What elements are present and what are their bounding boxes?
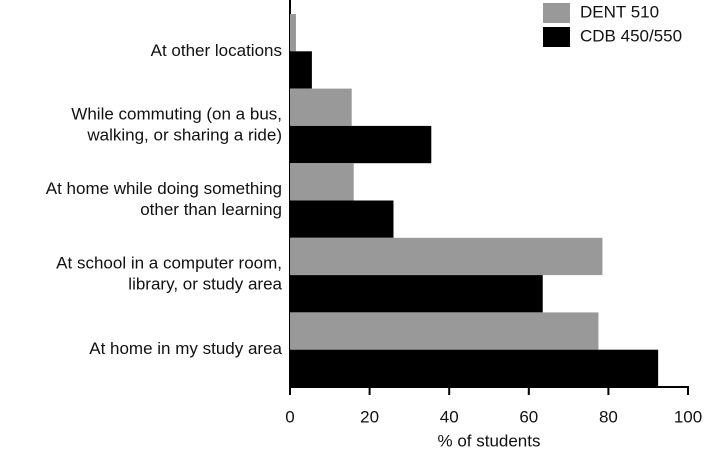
bar [290, 275, 543, 313]
bar [290, 125, 432, 164]
bar [290, 312, 599, 350]
x-tick-label: 100 [674, 407, 702, 426]
x-tick-label: 20 [360, 407, 379, 426]
bar [290, 51, 312, 89]
x-tick-label: 40 [440, 407, 459, 426]
y-tick-label: While commuting (on a bus, walking, or sh… [71, 105, 282, 145]
bar [290, 163, 354, 201]
y-tick-label: At school in a computer room, library, or… [56, 254, 282, 294]
bar [290, 88, 352, 126]
bar [290, 14, 296, 52]
bar [290, 237, 603, 276]
x-tick-label: 80 [599, 407, 618, 426]
x-tick-label: 60 [519, 407, 538, 426]
x-axis-label: % of students [437, 431, 540, 450]
y-tick-label: At home while doing something other than … [46, 179, 282, 219]
bar [290, 200, 394, 238]
x-tick-label: 0 [285, 407, 294, 426]
legend-label: CDB 450/550 [580, 26, 682, 45]
legend-swatch [543, 3, 570, 23]
y-tick-label: At home in my study area [89, 339, 282, 358]
legend-swatch [543, 27, 570, 47]
legend-label: DENT 510 [580, 2, 659, 21]
bar [290, 349, 659, 387]
y-tick-label: At other locations [151, 41, 282, 60]
